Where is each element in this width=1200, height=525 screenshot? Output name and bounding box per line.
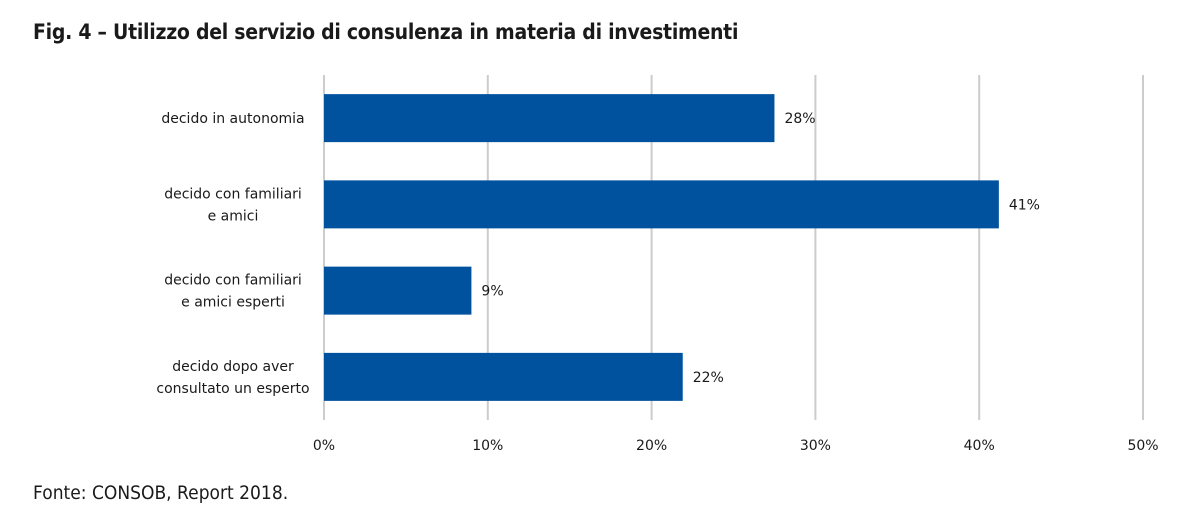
value-label: 28% [784, 111, 815, 127]
value-label: 9% [481, 284, 503, 300]
source-note: Fonte: CONSOB, Report 2018. [33, 482, 289, 504]
bar [324, 266, 472, 315]
x-tick-label: 20% [636, 438, 667, 454]
x-tick-label: 0% [313, 438, 335, 454]
category-label: decido con familiari e amici esperti [164, 273, 302, 311]
bars [324, 94, 999, 401]
x-tick-label: 30% [800, 438, 831, 454]
x-tick-label: 10% [472, 438, 503, 454]
x-tick-label: 40% [964, 438, 995, 454]
bar [324, 180, 999, 229]
value-label: 41% [1009, 197, 1040, 213]
value-label: 22% [693, 370, 724, 386]
chart-title: Fig. 4 – Utilizzo del servizio di consul… [33, 20, 739, 44]
x-tick-label: 50% [1127, 438, 1158, 454]
category-labels: decido in autonomia decido con familiari e… [156, 111, 309, 397]
value-labels: 28% 41% 9% 22% [481, 111, 1040, 386]
category-label: decido con familiari e amici [164, 186, 302, 224]
x-axis-ticks: 0% 10% 20% 30% 40% 50% [313, 438, 1159, 454]
bar [324, 94, 775, 143]
category-label: decido dopo aver consultato un esperto [156, 359, 309, 397]
category-label: decido in autonomia [161, 111, 304, 127]
bar [324, 352, 683, 401]
